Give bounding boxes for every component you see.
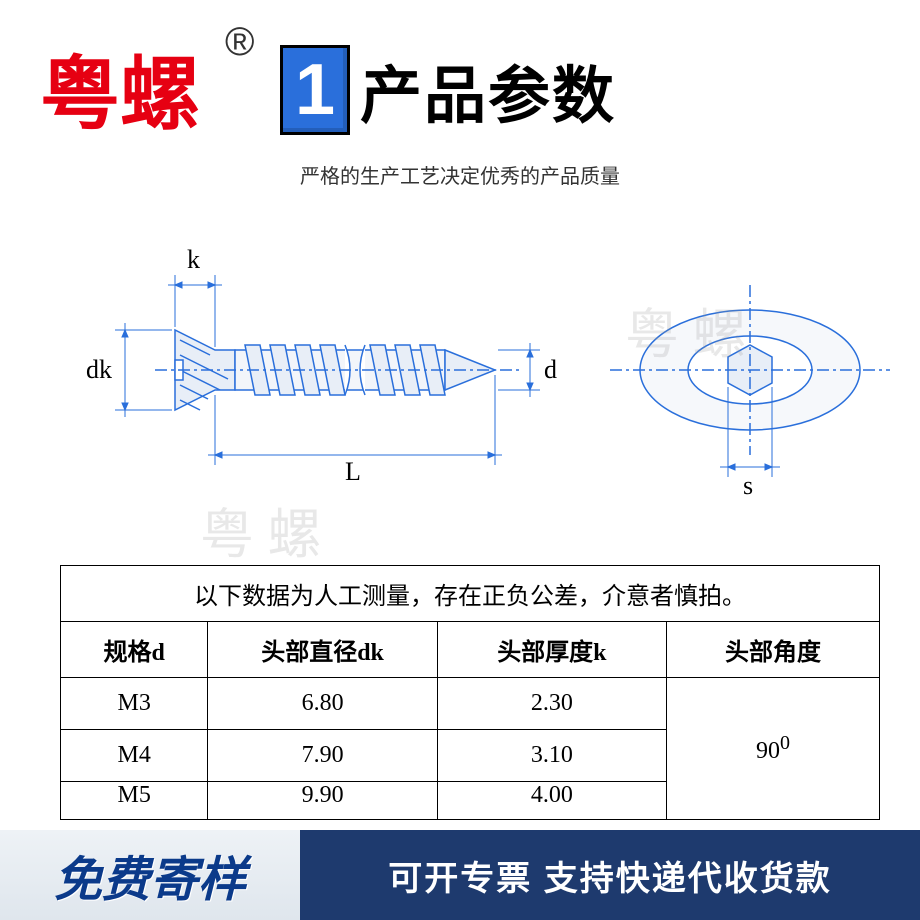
title-number-badge: 1 [280, 45, 350, 135]
cell: 4.00 [437, 782, 666, 820]
footer-bar: 免费寄样 可开专票 支持快递代收货款 [0, 830, 920, 920]
col-head-k: 头部厚度k [437, 622, 666, 678]
cell: 3.10 [437, 730, 666, 782]
screw-diagram: k dk d L s [0, 215, 920, 495]
page-title: 产品参数 [360, 45, 616, 135]
col-head-angle: 头部角度 [667, 622, 880, 678]
dim-label-s: s [743, 471, 753, 501]
page-title-row: 1 产品参数 [280, 45, 616, 135]
cell: 2.30 [437, 678, 666, 730]
brand-logo-text: 粤螺 [40, 30, 200, 146]
footer-left-badge: 免费寄样 [0, 830, 300, 920]
cell: 7.90 [208, 730, 437, 782]
cell: M4 [61, 730, 208, 782]
footer-right-text: 可开专票 支持快递代收货款 [388, 851, 831, 900]
watermark-text: 粤 螺 [625, 290, 747, 369]
watermark-text: 粤 螺 [200, 490, 322, 569]
dim-label-k: k [187, 245, 200, 275]
footer-right-badge: 可开专票 支持快递代收货款 [300, 830, 920, 920]
registered-mark: ® [225, 20, 254, 65]
spec-table: 以下数据为人工测量，存在正负公差，介意者慎拍。 规格d 头部直径dk 头部厚度k… [60, 565, 880, 820]
dim-label-L: L [345, 457, 361, 487]
dim-label-dk: dk [86, 355, 112, 385]
cell: M3 [61, 678, 208, 730]
cell: 9.90 [208, 782, 437, 820]
cell: M5 [61, 782, 208, 820]
dim-label-d: d [544, 355, 557, 385]
table-note: 以下数据为人工测量，存在正负公差，介意者慎拍。 [61, 566, 880, 622]
col-head-dk: 头部直径dk [208, 622, 437, 678]
table-header-row: 规格d 头部直径dk 头部厚度k 头部角度 [61, 622, 880, 678]
table-row: M3 6.80 2.30 900 [61, 678, 880, 730]
cell: 6.80 [208, 678, 437, 730]
subtitle-text: 严格的生产工艺决定优秀的产品质量 [0, 160, 920, 189]
cell-angle: 900 [667, 678, 880, 820]
col-spec-d: 规格d [61, 622, 208, 678]
footer-left-text: 免费寄样 [54, 840, 246, 910]
